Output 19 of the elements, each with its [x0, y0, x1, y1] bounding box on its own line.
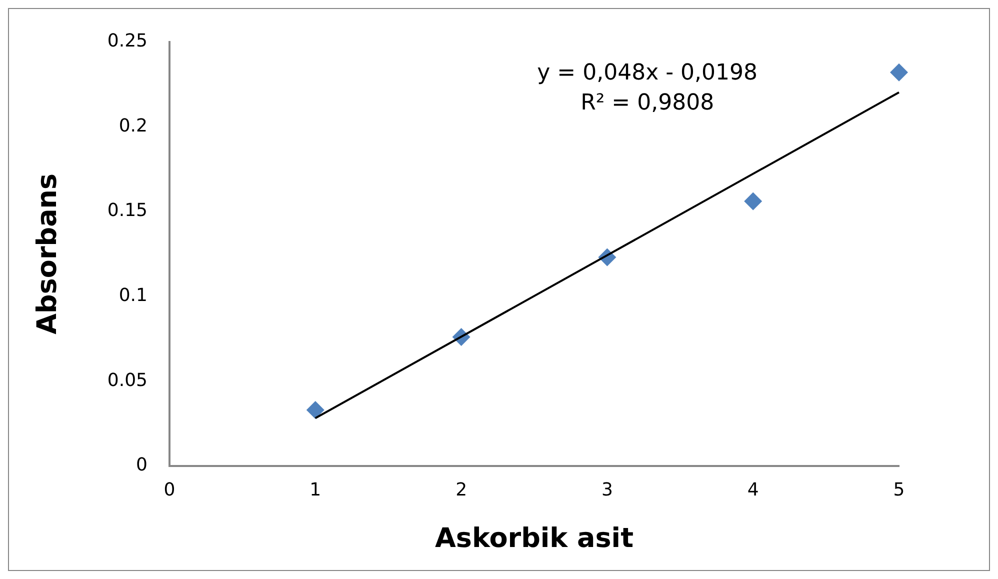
point: [306, 401, 324, 420]
annotation: y = 0,048x - 0,0198: [537, 60, 758, 86]
x-tick-label: 5: [893, 479, 905, 500]
y-tick-label: 0.15: [107, 200, 148, 222]
x-tick-label: 1: [310, 479, 322, 500]
x-tick-label: 3: [601, 479, 613, 500]
x-tick-label: 0: [164, 479, 176, 500]
x-axis-title: Askorbik asit: [435, 522, 634, 554]
y-tick-label: 0.25: [107, 30, 148, 52]
annotation: R² = 0,9808: [580, 90, 714, 116]
y-axis-title: Absorbans: [32, 173, 64, 334]
x-tick-label: 2: [456, 479, 468, 500]
y-tick-label: 0: [136, 454, 148, 476]
point: [744, 192, 762, 210]
y-tick-label: 0.1: [118, 284, 148, 306]
y-tick-label: 0.05: [107, 370, 148, 391]
point: [890, 63, 908, 82]
y-tick-label: 0.2: [118, 115, 148, 136]
x-tick-label: 4: [747, 479, 759, 500]
